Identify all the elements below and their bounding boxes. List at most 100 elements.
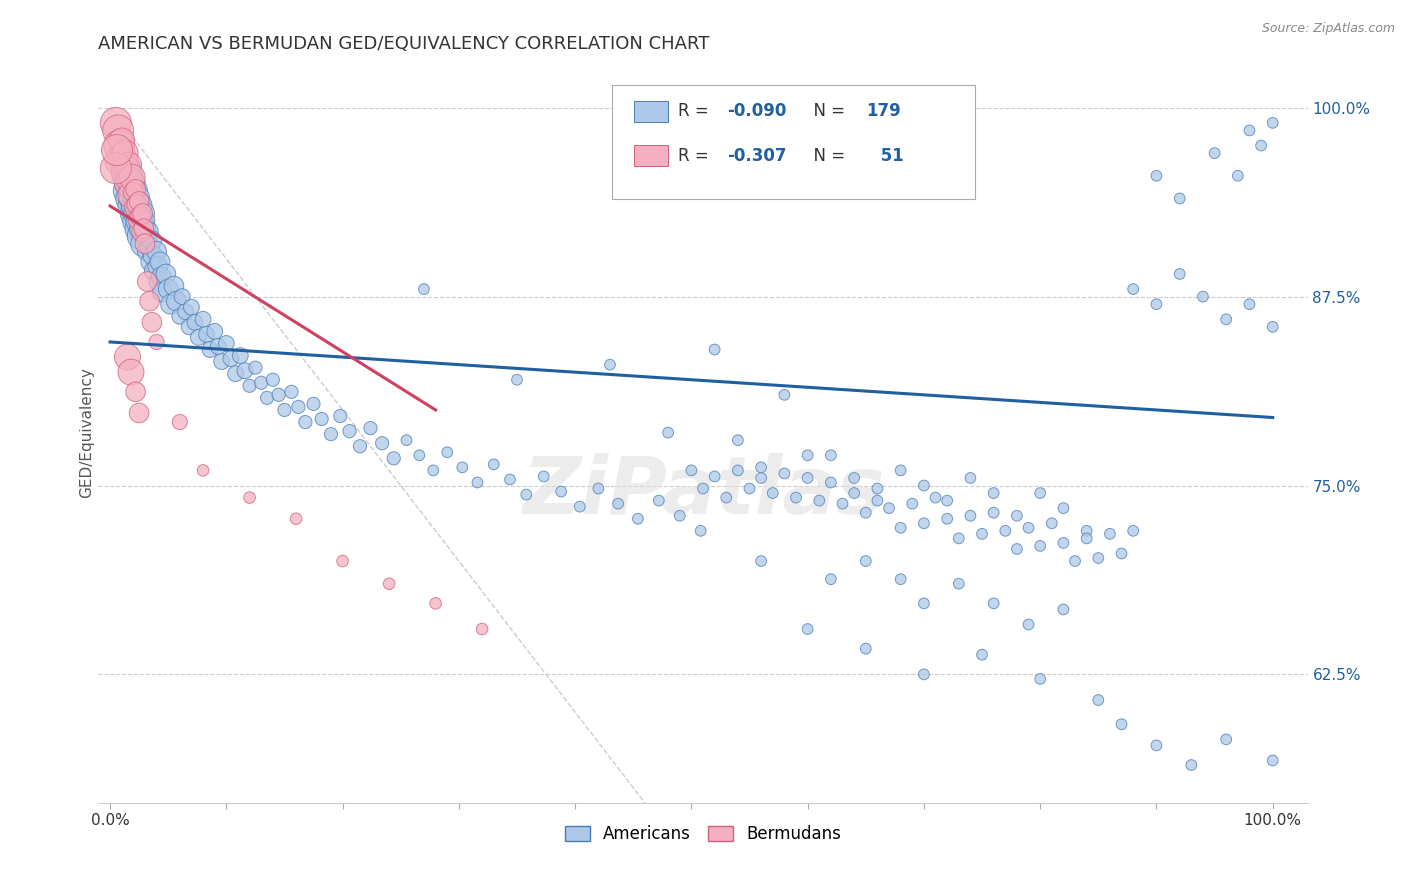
Point [1144, 169, 1167, 183]
Point [191, 312, 214, 326]
Point [138, 294, 160, 309]
Point [912, 667, 935, 681]
Point [120, 188, 142, 202]
Point [239, 378, 262, 392]
Point [820, 475, 842, 490]
Point [172, 290, 194, 304]
Point [134, 236, 156, 251]
Point [174, 304, 197, 318]
Point [287, 400, 309, 414]
Point [599, 358, 621, 372]
Point [204, 325, 226, 339]
Point [256, 391, 278, 405]
Point [808, 493, 831, 508]
Point [1168, 191, 1191, 205]
Point [901, 497, 924, 511]
Point [329, 409, 352, 423]
Point [796, 471, 818, 485]
Point [117, 177, 139, 191]
Point [1029, 539, 1052, 553]
Point [332, 554, 354, 568]
Point [607, 497, 630, 511]
Point [959, 508, 981, 523]
Point [121, 170, 143, 185]
Point [912, 478, 935, 492]
Text: ZiPatlas: ZiPatlas [522, 453, 884, 531]
Point [143, 264, 166, 278]
Text: R =: R = [678, 103, 714, 120]
Point [1192, 290, 1215, 304]
Point [959, 471, 981, 485]
Point [890, 521, 912, 535]
Point [588, 482, 610, 496]
Point [267, 388, 290, 402]
Point [796, 448, 818, 462]
Point [215, 336, 238, 351]
Point [1261, 754, 1284, 768]
Point [703, 469, 725, 483]
Point [120, 184, 142, 198]
Point [1052, 602, 1074, 616]
Point [820, 448, 842, 462]
Point [471, 622, 494, 636]
Point [157, 282, 180, 296]
Point [716, 491, 738, 505]
Point [627, 512, 650, 526]
Point [150, 285, 173, 299]
Point [138, 240, 160, 254]
Point [146, 260, 169, 274]
Text: -0.307: -0.307 [727, 146, 787, 165]
Point [187, 330, 209, 344]
Point [111, 134, 134, 148]
Point [727, 433, 749, 447]
Point [145, 244, 167, 259]
Point [124, 201, 146, 215]
Point [1018, 617, 1040, 632]
Point [134, 229, 156, 244]
Point [184, 315, 207, 329]
Point [499, 473, 522, 487]
Point [436, 445, 458, 459]
Point [111, 149, 134, 163]
Point [127, 212, 149, 227]
Point [1005, 541, 1028, 556]
Point [1215, 312, 1237, 326]
Point [195, 327, 218, 342]
Point [425, 596, 447, 610]
Point [948, 576, 970, 591]
Point [1226, 169, 1249, 183]
Point [506, 373, 529, 387]
Point [1215, 732, 1237, 747]
Point [131, 206, 153, 220]
Point [1040, 516, 1063, 531]
Point [970, 648, 993, 662]
Point [533, 469, 555, 483]
Point [831, 497, 853, 511]
Point [294, 415, 316, 429]
Point [131, 225, 153, 239]
Point [1261, 116, 1284, 130]
FancyBboxPatch shape [634, 145, 668, 166]
Point [727, 463, 749, 477]
Point [689, 524, 711, 538]
Point [115, 161, 138, 176]
Point [1018, 521, 1040, 535]
Point [159, 297, 181, 311]
Text: Source: ZipAtlas.com: Source: ZipAtlas.com [1261, 22, 1395, 36]
Point [155, 267, 177, 281]
Point [141, 315, 163, 329]
Point [191, 463, 214, 477]
Point [225, 367, 247, 381]
Point [970, 526, 993, 541]
Point [1052, 501, 1074, 516]
Point [198, 343, 221, 357]
Point [924, 491, 946, 505]
Point [108, 138, 131, 153]
Point [319, 427, 342, 442]
Point [785, 491, 807, 505]
Point [121, 191, 143, 205]
Point [104, 161, 127, 176]
Point [1076, 532, 1098, 546]
Point [131, 206, 153, 220]
Point [1111, 717, 1133, 731]
